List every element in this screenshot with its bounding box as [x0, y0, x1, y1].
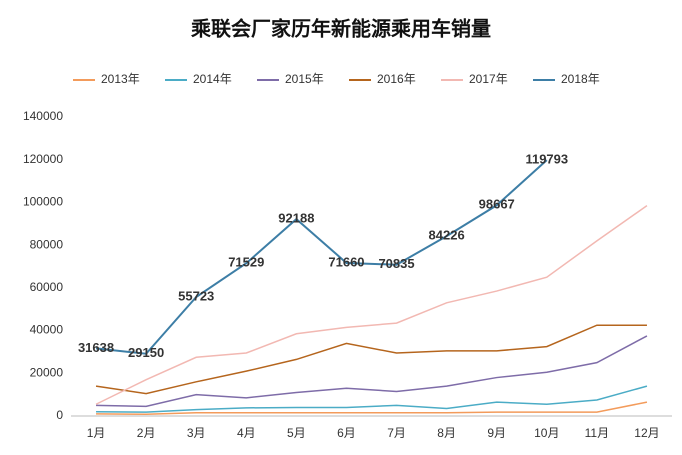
data-label: 71660	[328, 254, 364, 269]
legend-label: 2016年	[377, 72, 416, 86]
y-tick-label: 40000	[30, 323, 64, 337]
x-tick-label: 9月	[487, 426, 506, 440]
data-label: 31638	[78, 340, 114, 355]
x-tick-label: 1月	[87, 426, 106, 440]
x-tick-label: 8月	[437, 426, 456, 440]
series-line	[95, 324, 647, 395]
chart-title: 乘联会厂家历年新能源乘用车销量	[190, 16, 491, 40]
data-label: 92188	[278, 211, 314, 226]
y-tick-label: 0	[56, 408, 63, 422]
x-tick-label: 2月	[137, 426, 156, 440]
y-tick-label: 60000	[30, 280, 64, 294]
legend-label: 2014年	[193, 72, 232, 86]
x-tick-label: 10月	[534, 426, 559, 440]
legend-label: 2018年	[561, 72, 600, 86]
series-line	[95, 205, 648, 405]
series-line	[95, 159, 548, 355]
x-tick-label: 3月	[187, 426, 206, 440]
x-tick-label: 7月	[387, 426, 406, 440]
data-label: 84226	[429, 228, 465, 243]
data-label: 70835	[378, 256, 414, 271]
x-tick-label: 4月	[237, 426, 256, 440]
y-tick-label: 80000	[30, 237, 64, 251]
series-line	[96, 401, 648, 416]
x-tick-label: 11月	[585, 426, 609, 440]
data-label: 29150	[128, 345, 164, 360]
y-tick-label: 100000	[23, 195, 63, 209]
data-label: 55723	[178, 288, 214, 303]
legend-label: 2015年	[285, 72, 324, 86]
legend-label: 2013年	[101, 72, 140, 86]
data-label: 71529	[228, 255, 264, 270]
x-tick-label: 6月	[337, 426, 356, 440]
series-line	[96, 335, 648, 408]
data-label: 119793	[525, 152, 568, 167]
data-label: 98667	[479, 197, 515, 212]
y-tick-label: 120000	[23, 152, 63, 166]
x-tick-label: 12月	[634, 426, 659, 440]
legend-label: 2017年	[469, 72, 508, 86]
y-tick-label: 140000	[23, 109, 63, 123]
series-line	[96, 385, 648, 413]
x-tick-label: 5月	[287, 426, 306, 440]
y-tick-label: 20000	[30, 365, 64, 379]
